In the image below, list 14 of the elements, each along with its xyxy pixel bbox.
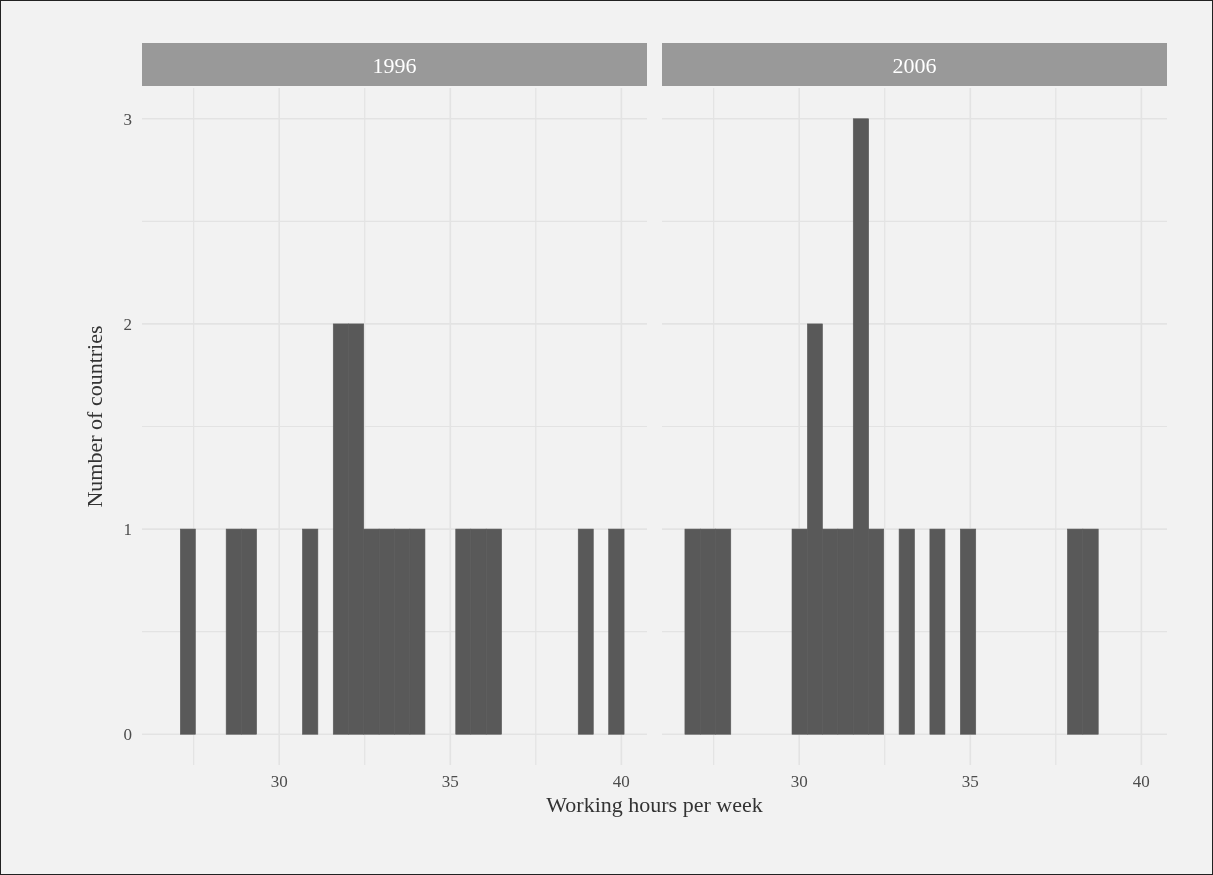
x-tick-label: 30 [270,772,288,791]
x-axis-title: Working hours per week [546,792,763,817]
chart-title: 2006 [892,52,937,78]
x-tick-label: 35 [961,772,979,791]
x-tick-label: 40 [612,772,630,791]
x-tick-label: 35 [441,772,459,791]
y-tick-label: 2 [123,314,132,334]
y-tick-label: 1 [123,520,132,540]
y-axis-title: Number of countries [82,325,107,508]
x-tick-label: 40 [1132,772,1150,791]
x-tick-label: 30 [790,772,808,791]
y-tick-label: 3 [123,109,132,129]
chart-title: 1996 [372,52,417,78]
y-tick-label: 0 [123,725,132,745]
